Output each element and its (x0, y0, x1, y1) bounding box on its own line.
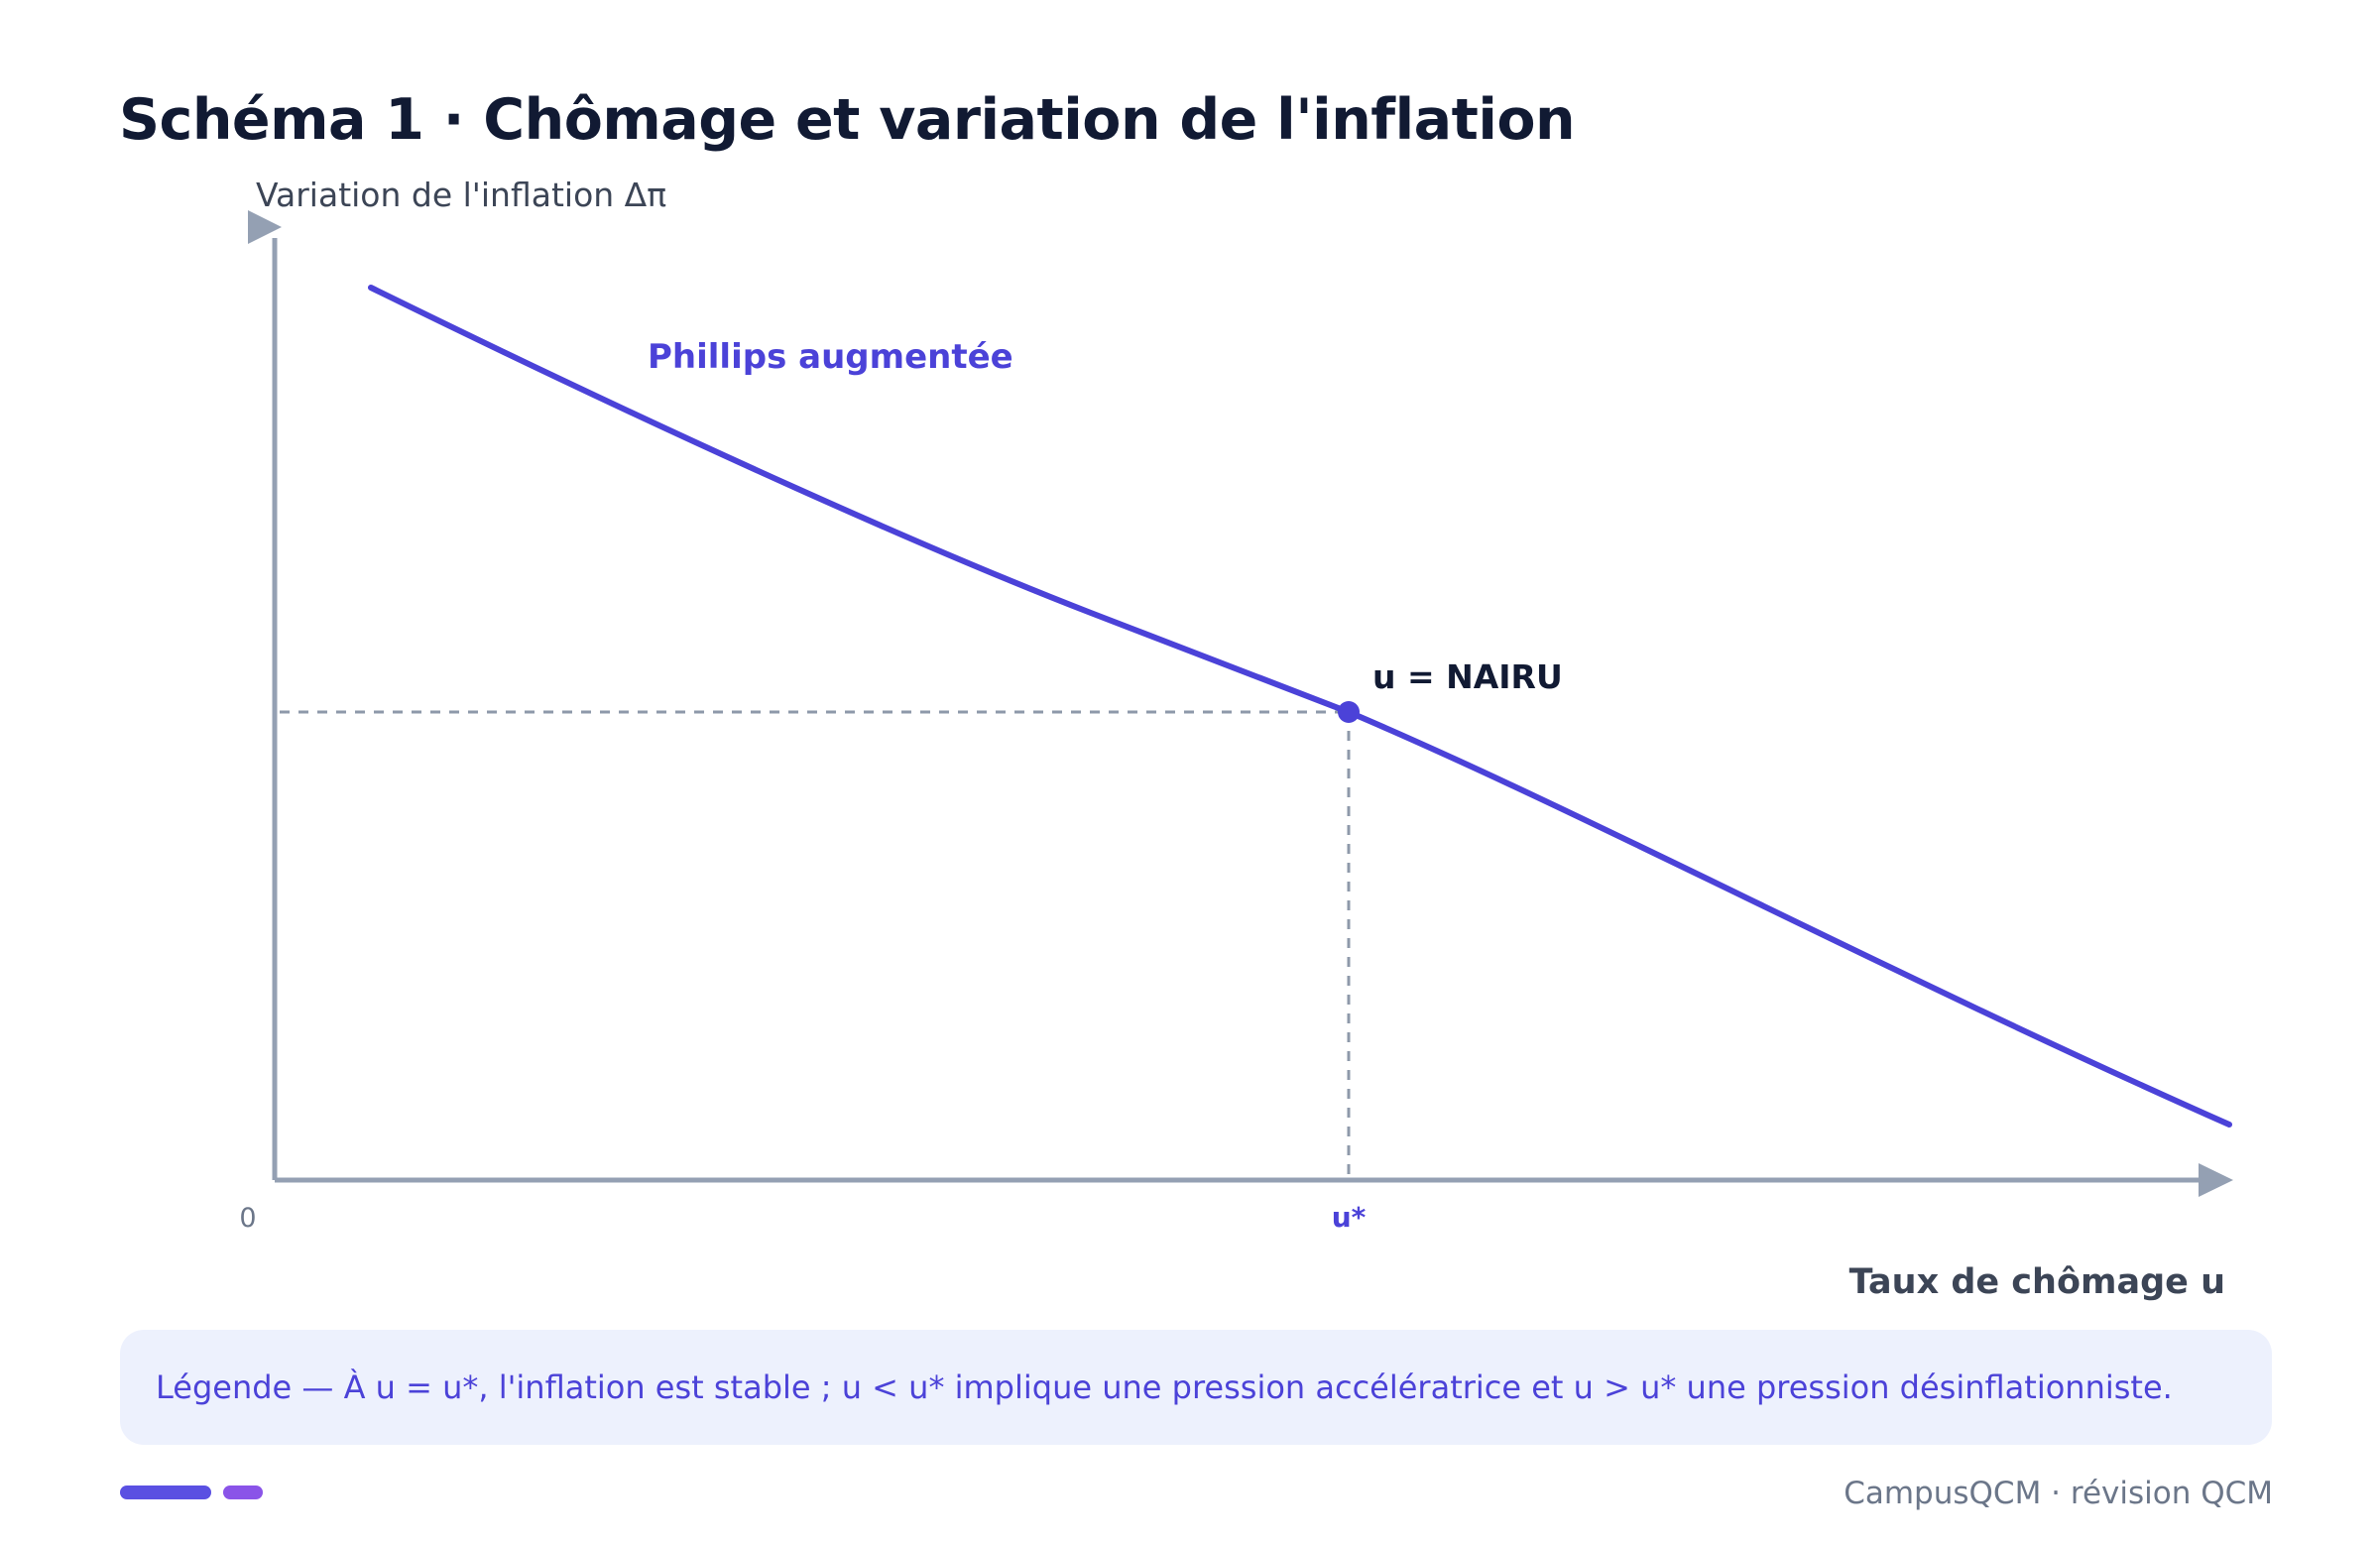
phillips-curve (368, 285, 2232, 1128)
page-title: Schéma 1 · Chômage et variation de l'inf… (119, 87, 1576, 153)
footer-accent-bar (120, 1486, 211, 1499)
origin-label: 0 (239, 1203, 256, 1234)
nairu-point (1338, 701, 1360, 723)
y-axis-label: Variation de l'inflation Δπ (256, 176, 666, 214)
x-tick-label-ustar: u* (1332, 1201, 1367, 1234)
phillips-diagram: Variation de l'inflation Δπ Phillips aug… (239, 176, 2233, 1302)
y-axis-arrow-icon (248, 210, 282, 244)
legend-box: Légende — À u = u*, l'inflation est stab… (120, 1330, 2272, 1445)
footer-brand: CampusQCM · révision QCM (1844, 1476, 2273, 1511)
curve-label: Phillips augmentée (648, 337, 1013, 377)
footer-accent-bar-secondary (223, 1486, 263, 1499)
x-axis-arrow-icon (2199, 1163, 2233, 1197)
x-axis-label: Taux de chômage u (1849, 1262, 2225, 1302)
nairu-label: u = NAIRU (1372, 657, 1563, 696)
legend-text: Légende — À u = u*, l'inflation est stab… (156, 1368, 2173, 1406)
